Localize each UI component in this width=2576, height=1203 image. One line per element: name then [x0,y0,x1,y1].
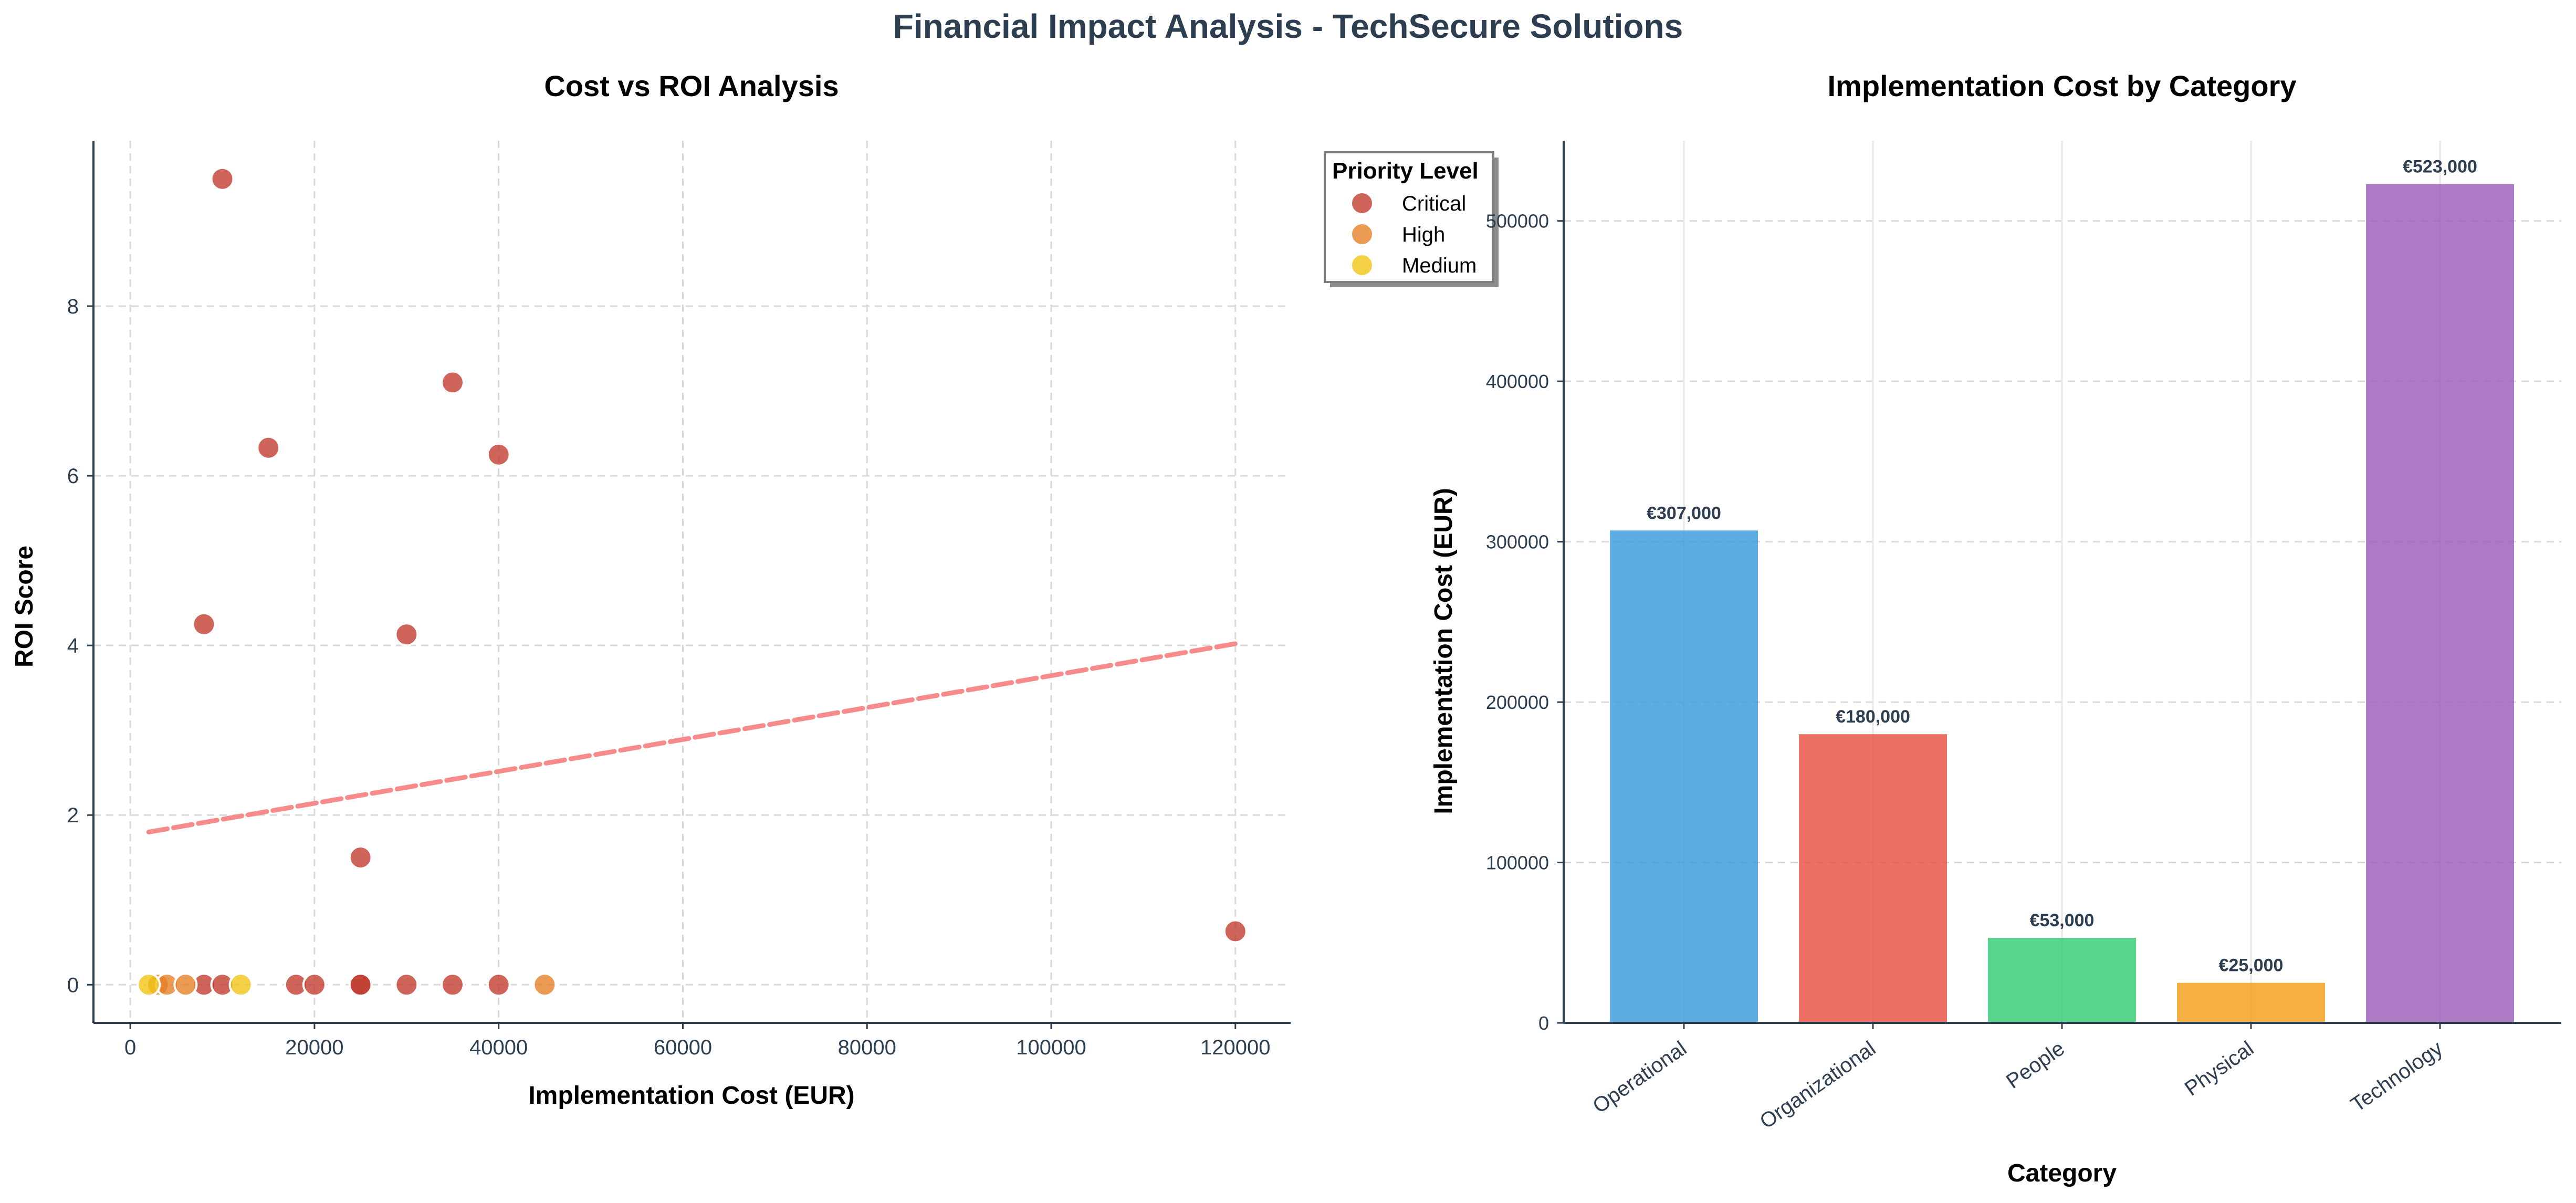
scatter-point-critical [441,370,465,395]
scatter-trend-line [146,641,1238,835]
scatter-x-tick-label: 60000 [654,1036,712,1059]
bar-value-label: €307,000 [1647,503,1721,523]
scatter-ticks: 0 20000 40000 60000 80000 100000 120000 0 2 4 6 8 [67,295,1271,1059]
scatter-x-tick-label: 40000 [469,1036,528,1059]
priority-legend: Priority Level Critical High Medium [1324,151,1499,287]
bar-x-tick-label: Operational [1589,1037,1691,1118]
scatter-point-critical [394,972,419,997]
legend-marker-critical [1350,191,1374,215]
bar-bars [1610,184,2514,1023]
scatter-point-high [532,972,557,997]
scatter-x-tick-label: 80000 [838,1036,896,1059]
bar-technology [2366,184,2514,1023]
legend-title: Priority Level [1332,158,1479,184]
legend-label-critical: Critical [1402,192,1466,215]
bar-y-label: Implementation Cost (EUR) [1430,488,1458,814]
legend-label-medium: Medium [1402,254,1477,277]
scatter-x-tick-label: 120000 [1200,1036,1270,1059]
scatter-point-critical [441,972,465,997]
scatter-point-critical [394,622,419,647]
scatter-point-critical [486,442,511,467]
scatter-point-medium [137,972,161,997]
scatter-y-label: ROI Score [11,546,38,667]
bar-y-tick-label: 0 [1538,1012,1549,1034]
bar-people [1988,938,2136,1023]
scatter-grid [93,141,1291,1023]
bar-panel: Implementation Cost by Category €307,000… [1430,69,2561,1187]
scatter-point-critical [348,972,373,997]
bar-x-label: Category [2007,1159,2117,1187]
bar-value-label: €180,000 [1836,707,1910,727]
scatter-x-tick-label: 20000 [285,1036,343,1059]
bar-value-label: €523,000 [2403,156,2477,176]
bar-value-label: €25,000 [2219,956,2284,976]
scatter-y-tick-label: 0 [67,974,79,997]
scatter-x-tick-label: 0 [124,1036,136,1059]
bar-operational [1610,530,1758,1023]
scatter-y-tick-label: 8 [67,295,79,318]
bar-x-tick-label: Organizational [1756,1037,1880,1133]
bar-organizational [1799,734,1947,1023]
scatter-x-label: Implementation Cost (EUR) [528,1082,854,1110]
scatter-point-critical [210,166,235,191]
scatter-point-critical [348,845,373,870]
bar-y-tick-label: 500000 [1486,211,1549,232]
scatter-trend-group [146,641,1238,835]
bar-x-tick-label: Technology [2347,1037,2447,1116]
bar-title: Implementation Cost by Category [1827,69,2296,102]
scatter-title: Cost vs ROI Analysis [544,69,839,102]
legend-marker-high [1350,222,1374,246]
legend-label-high: High [1402,223,1445,246]
scatter-y-tick-label: 6 [67,465,79,488]
bar-physical [2177,982,2325,1023]
scatter-point-high [173,972,198,997]
scatter-x-tick-label: 100000 [1016,1036,1086,1059]
figure-title: Financial Impact Analysis - TechSecure S… [893,7,1683,45]
bar-x-tick-label: People [2002,1037,2069,1093]
scatter-points [137,166,1248,997]
scatter-point-critical [302,972,327,997]
bar-y-tick-label: 100000 [1486,852,1549,874]
scatter-point-medium [228,972,253,997]
bar-x-tick-label: Physical [2181,1037,2258,1100]
scatter-y-tick-label: 2 [67,804,79,827]
scatter-panel: Cost vs ROI Analysis 0 20000 40000 60000 800… [11,69,1291,1110]
scatter-point-critical [486,972,511,997]
bar-y-tick-label: 400000 [1486,371,1549,392]
scatter-point-critical [192,612,216,636]
bar-value-labels: €307,000 €180,000 €53,000 €25,000 €523,000 [1647,156,2477,975]
legend-marker-medium [1350,253,1374,277]
scatter-point-critical [256,435,281,460]
bar-y-tick-label: 300000 [1486,531,1549,553]
scatter-point-critical [1223,919,1248,944]
bar-value-label: €53,000 [2030,911,2095,930]
scatter-axes [92,141,1291,1024]
bar-y-tick-label: 200000 [1486,692,1549,713]
legend-items: Critical High Medium [1350,191,1477,277]
scatter-y-tick-label: 4 [67,634,79,657]
